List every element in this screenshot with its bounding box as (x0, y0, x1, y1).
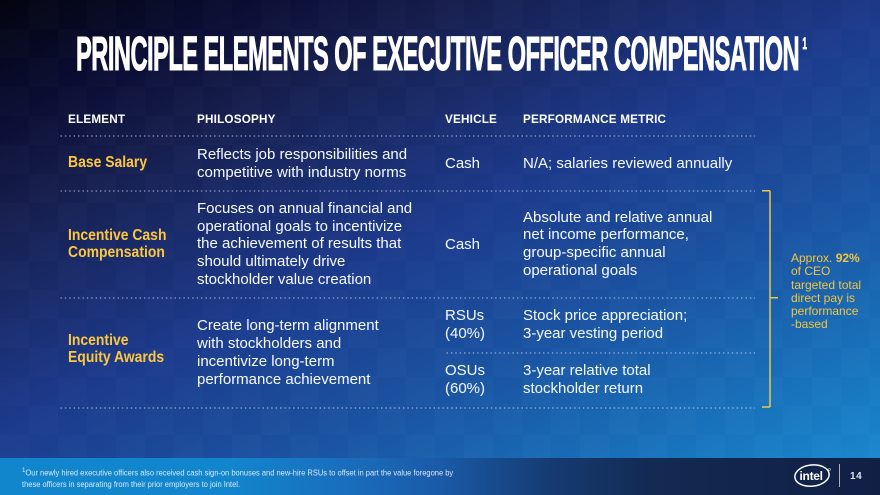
svg-text:PRINCIPLE ELEMENTS OF EXECUTIV: PRINCIPLE ELEMENTS OF EXECUTIVE OFFICER … (76, 28, 799, 81)
svg-text:1: 1 (802, 34, 807, 53)
svg-text:intel: intel (800, 469, 823, 483)
